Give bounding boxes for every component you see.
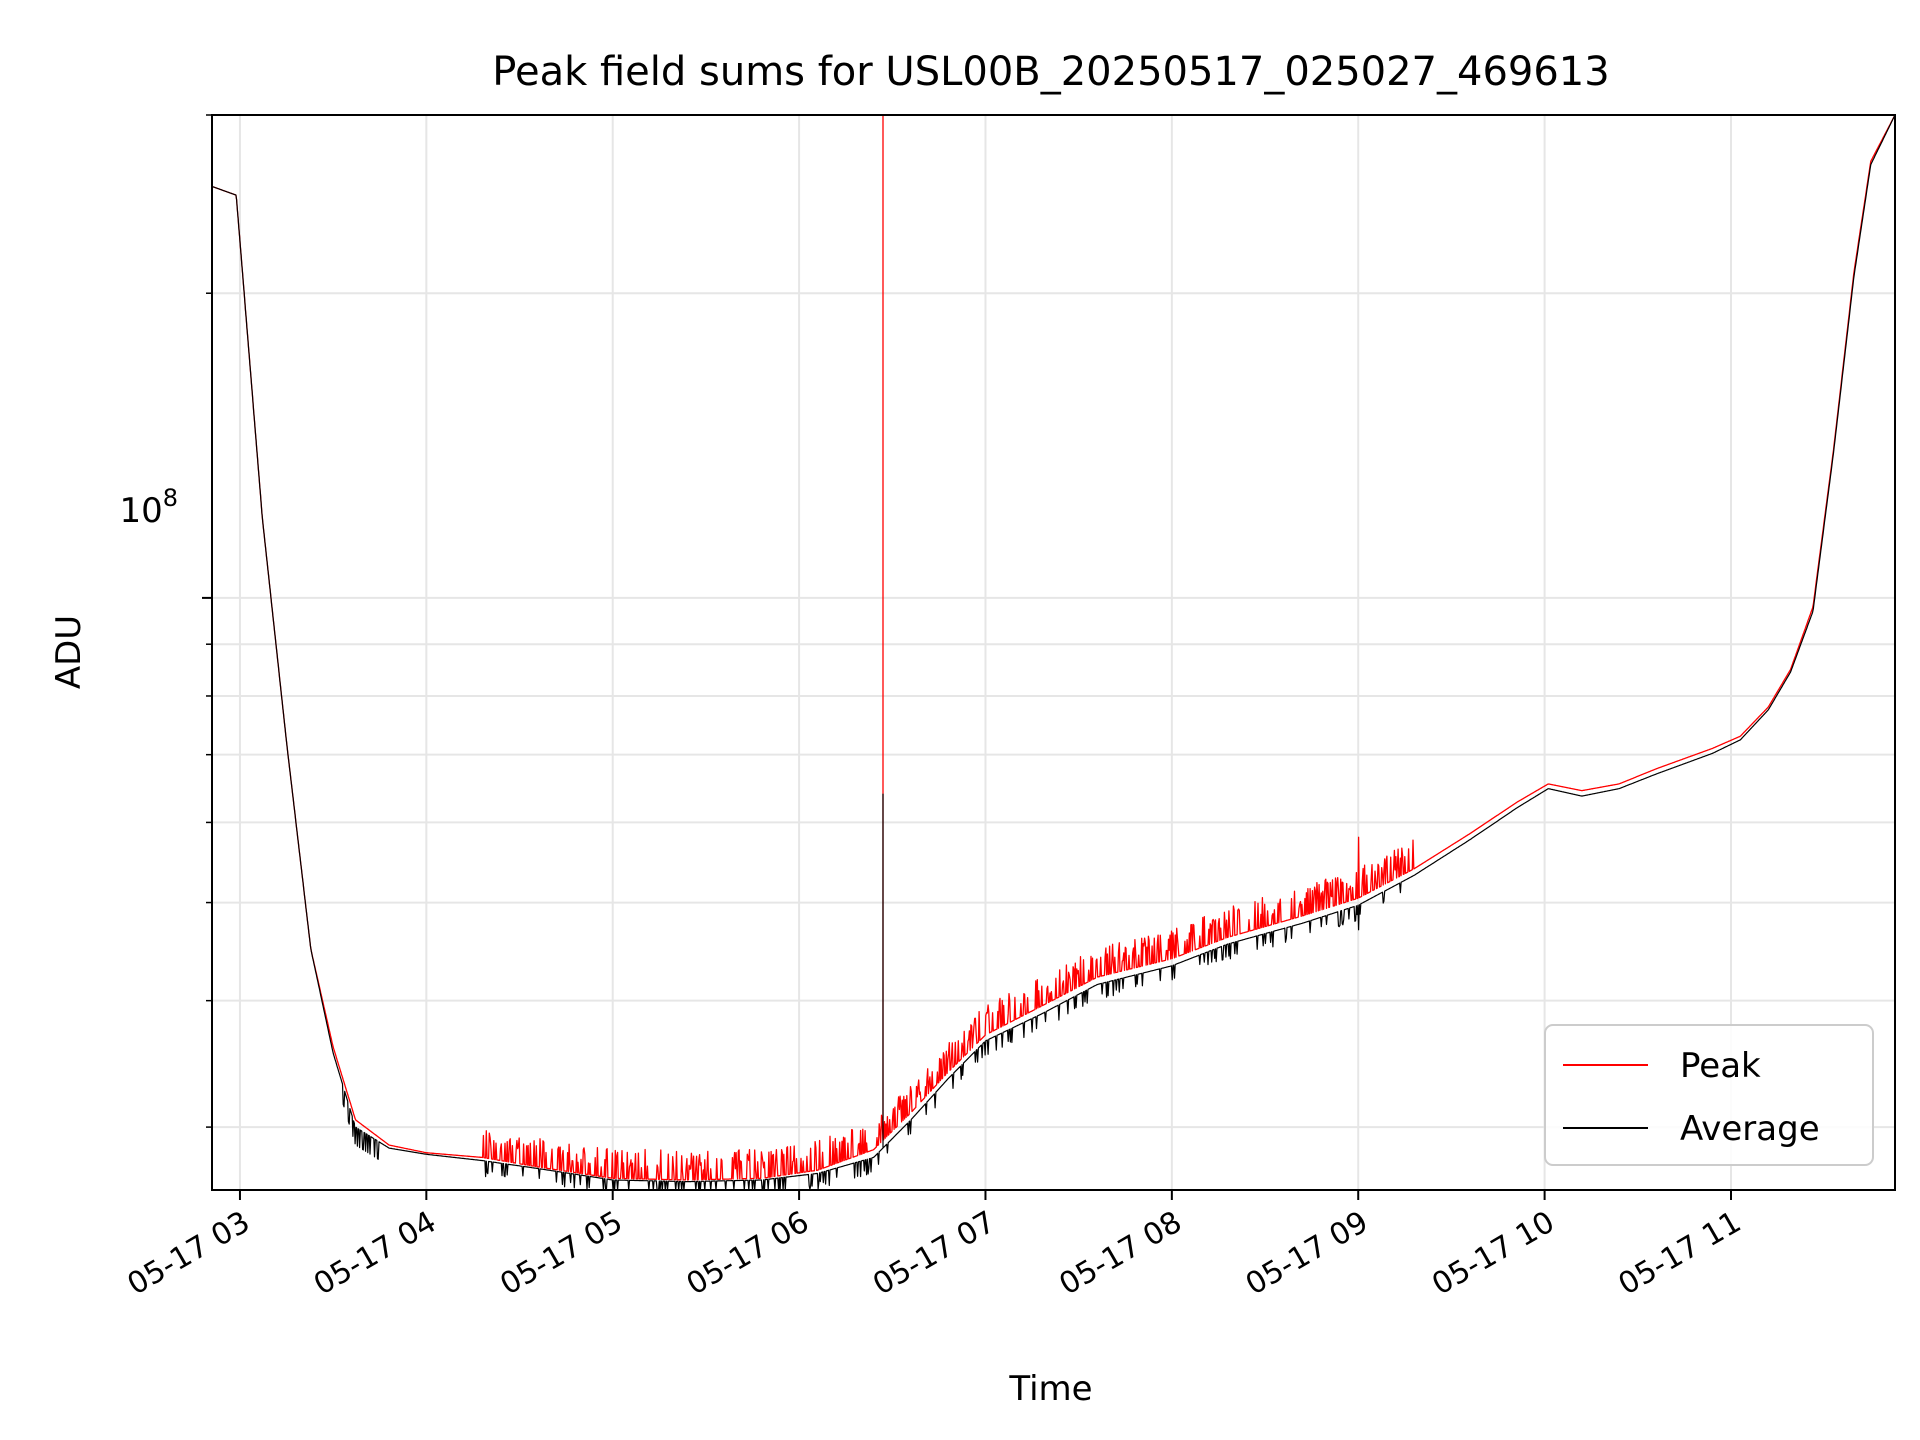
legend-label-average: Average bbox=[1680, 1109, 1820, 1149]
y-tick-label-1e8: 108 bbox=[119, 484, 178, 531]
chart-title: Peak field sums for USL00B_20250517_0250… bbox=[492, 49, 1609, 95]
y-tick-label-base: 10 bbox=[119, 491, 162, 531]
legend: Peak Average bbox=[1544, 1024, 1874, 1166]
plot-area bbox=[212, 115, 1895, 1190]
x-axis-label: Time bbox=[1008, 1369, 1092, 1409]
y-tick-label-exponent: 8 bbox=[163, 484, 178, 512]
legend-box bbox=[1544, 1024, 1874, 1166]
series-line-peak bbox=[212, 115, 1895, 1181]
legend-label-peak: Peak bbox=[1680, 1046, 1761, 1086]
series-line-average bbox=[212, 115, 1895, 1190]
plot-frame bbox=[211, 114, 1896, 1191]
y-axis-label: ADU bbox=[49, 615, 89, 689]
